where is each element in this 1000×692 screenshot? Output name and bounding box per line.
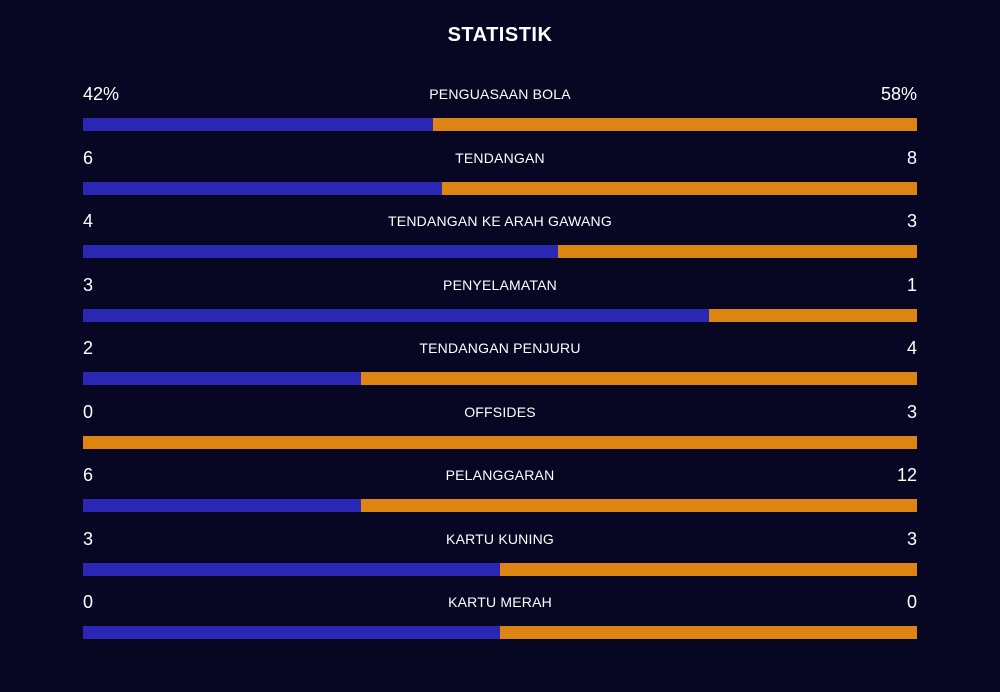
bar-away-segment — [360, 372, 917, 385]
bar-away-segment — [708, 308, 917, 322]
stat-label: KARTU MERAH — [448, 594, 552, 610]
bar-away-segment — [441, 181, 917, 195]
stat-home-value: 0 — [83, 401, 94, 422]
stat-comparison-bar — [83, 308, 917, 322]
stat-away-value: 58% — [880, 84, 917, 104]
stats-list: PENGUASAAN BOLA 42% 58% TENDANGAN 6 8 TENDANGA… — [83, 80, 917, 652]
stat-label: OFFSIDES — [464, 403, 536, 420]
stat-values: PENGUASAAN BOLA 42% 58% — [83, 80, 917, 108]
bar-away-segment — [433, 118, 917, 131]
stat-comparison-bar — [83, 118, 917, 131]
stat-away-value: 1 — [906, 274, 917, 295]
stat-comparison-bar — [83, 181, 917, 195]
stat-away-value: 3 — [906, 401, 917, 422]
stat-home-value: 4 — [83, 211, 94, 231]
stat-home-value: 3 — [83, 274, 94, 295]
bar-home-segment — [83, 308, 709, 322]
stat-away-value: 3 — [906, 528, 917, 549]
stat-home-value: 6 — [83, 465, 94, 485]
stat-row: TENDANGAN PENJURU 2 4 — [83, 334, 917, 398]
stat-row: TENDANGAN 6 8 — [83, 144, 917, 208]
stat-values: KARTU MERAH 0 0 — [83, 588, 917, 616]
stat-home-value: 0 — [83, 592, 94, 612]
stat-comparison-bar — [83, 245, 917, 258]
stat-values: TENDANGAN PENJURU 2 4 — [83, 334, 917, 362]
stat-row: TENDANGAN KE ARAH GAWANG 4 3 — [83, 207, 917, 271]
stat-comparison-bar — [83, 435, 917, 449]
stat-values: OFFSIDES 0 3 — [83, 398, 917, 426]
stat-label: PELANGGARAN — [445, 467, 555, 483]
bar-away-segment — [558, 245, 917, 258]
stat-values: PENYELAMATAN 3 1 — [83, 271, 917, 299]
stat-row: KARTU MERAH 0 0 — [83, 588, 917, 652]
stat-row: KARTU KUNING 3 3 — [83, 525, 917, 589]
stat-row: PELANGGARAN 6 12 — [83, 461, 917, 525]
stat-values: KARTU KUNING 3 3 — [83, 525, 917, 553]
stat-label: KARTU KUNING — [446, 530, 554, 547]
stat-row: PENYELAMATAN 3 1 — [83, 271, 917, 335]
stat-home-value: 42% — [83, 84, 120, 104]
bar-home-segment — [83, 118, 434, 131]
stat-home-value: 2 — [83, 338, 94, 358]
stat-away-value: 4 — [906, 338, 917, 358]
bar-home-segment — [83, 181, 442, 195]
bar-home-segment — [83, 499, 361, 512]
bar-away-segment — [83, 435, 917, 449]
stat-away-value: 12 — [896, 465, 917, 485]
stat-away-value: 8 — [906, 147, 917, 168]
stat-label: TENDANGAN PENJURU — [419, 340, 581, 356]
stat-comparison-bar — [83, 499, 917, 512]
stat-values: TENDANGAN 6 8 — [83, 144, 917, 172]
bar-home-segment — [83, 245, 559, 258]
stat-away-value: 0 — [906, 592, 917, 612]
stat-comparison-bar — [83, 626, 917, 639]
bar-away-segment — [500, 626, 917, 639]
stat-label: TENDANGAN — [455, 149, 545, 166]
stat-values: TENDANGAN KE ARAH GAWANG 4 3 — [83, 207, 917, 235]
stat-home-value: 6 — [83, 147, 94, 168]
stat-comparison-bar — [83, 372, 917, 385]
bar-home-segment — [83, 562, 500, 576]
bar-home-segment — [83, 626, 500, 639]
stat-row: PENGUASAAN BOLA 42% 58% — [83, 80, 917, 144]
bar-home-segment — [83, 372, 361, 385]
stat-label: PENGUASAAN BOLA — [429, 86, 571, 102]
stat-label: TENDANGAN KE ARAH GAWANG — [388, 213, 612, 229]
bar-away-segment — [360, 499, 917, 512]
stat-away-value: 3 — [906, 211, 917, 231]
bar-away-segment — [500, 562, 917, 576]
panel-title: STATISTIK — [447, 24, 553, 46]
stat-values: PELANGGARAN 6 12 — [83, 461, 917, 489]
stat-label: PENYELAMATAN — [443, 276, 557, 293]
stat-row: OFFSIDES 0 3 — [83, 398, 917, 462]
stat-home-value: 3 — [83, 528, 94, 549]
stat-comparison-bar — [83, 562, 917, 576]
